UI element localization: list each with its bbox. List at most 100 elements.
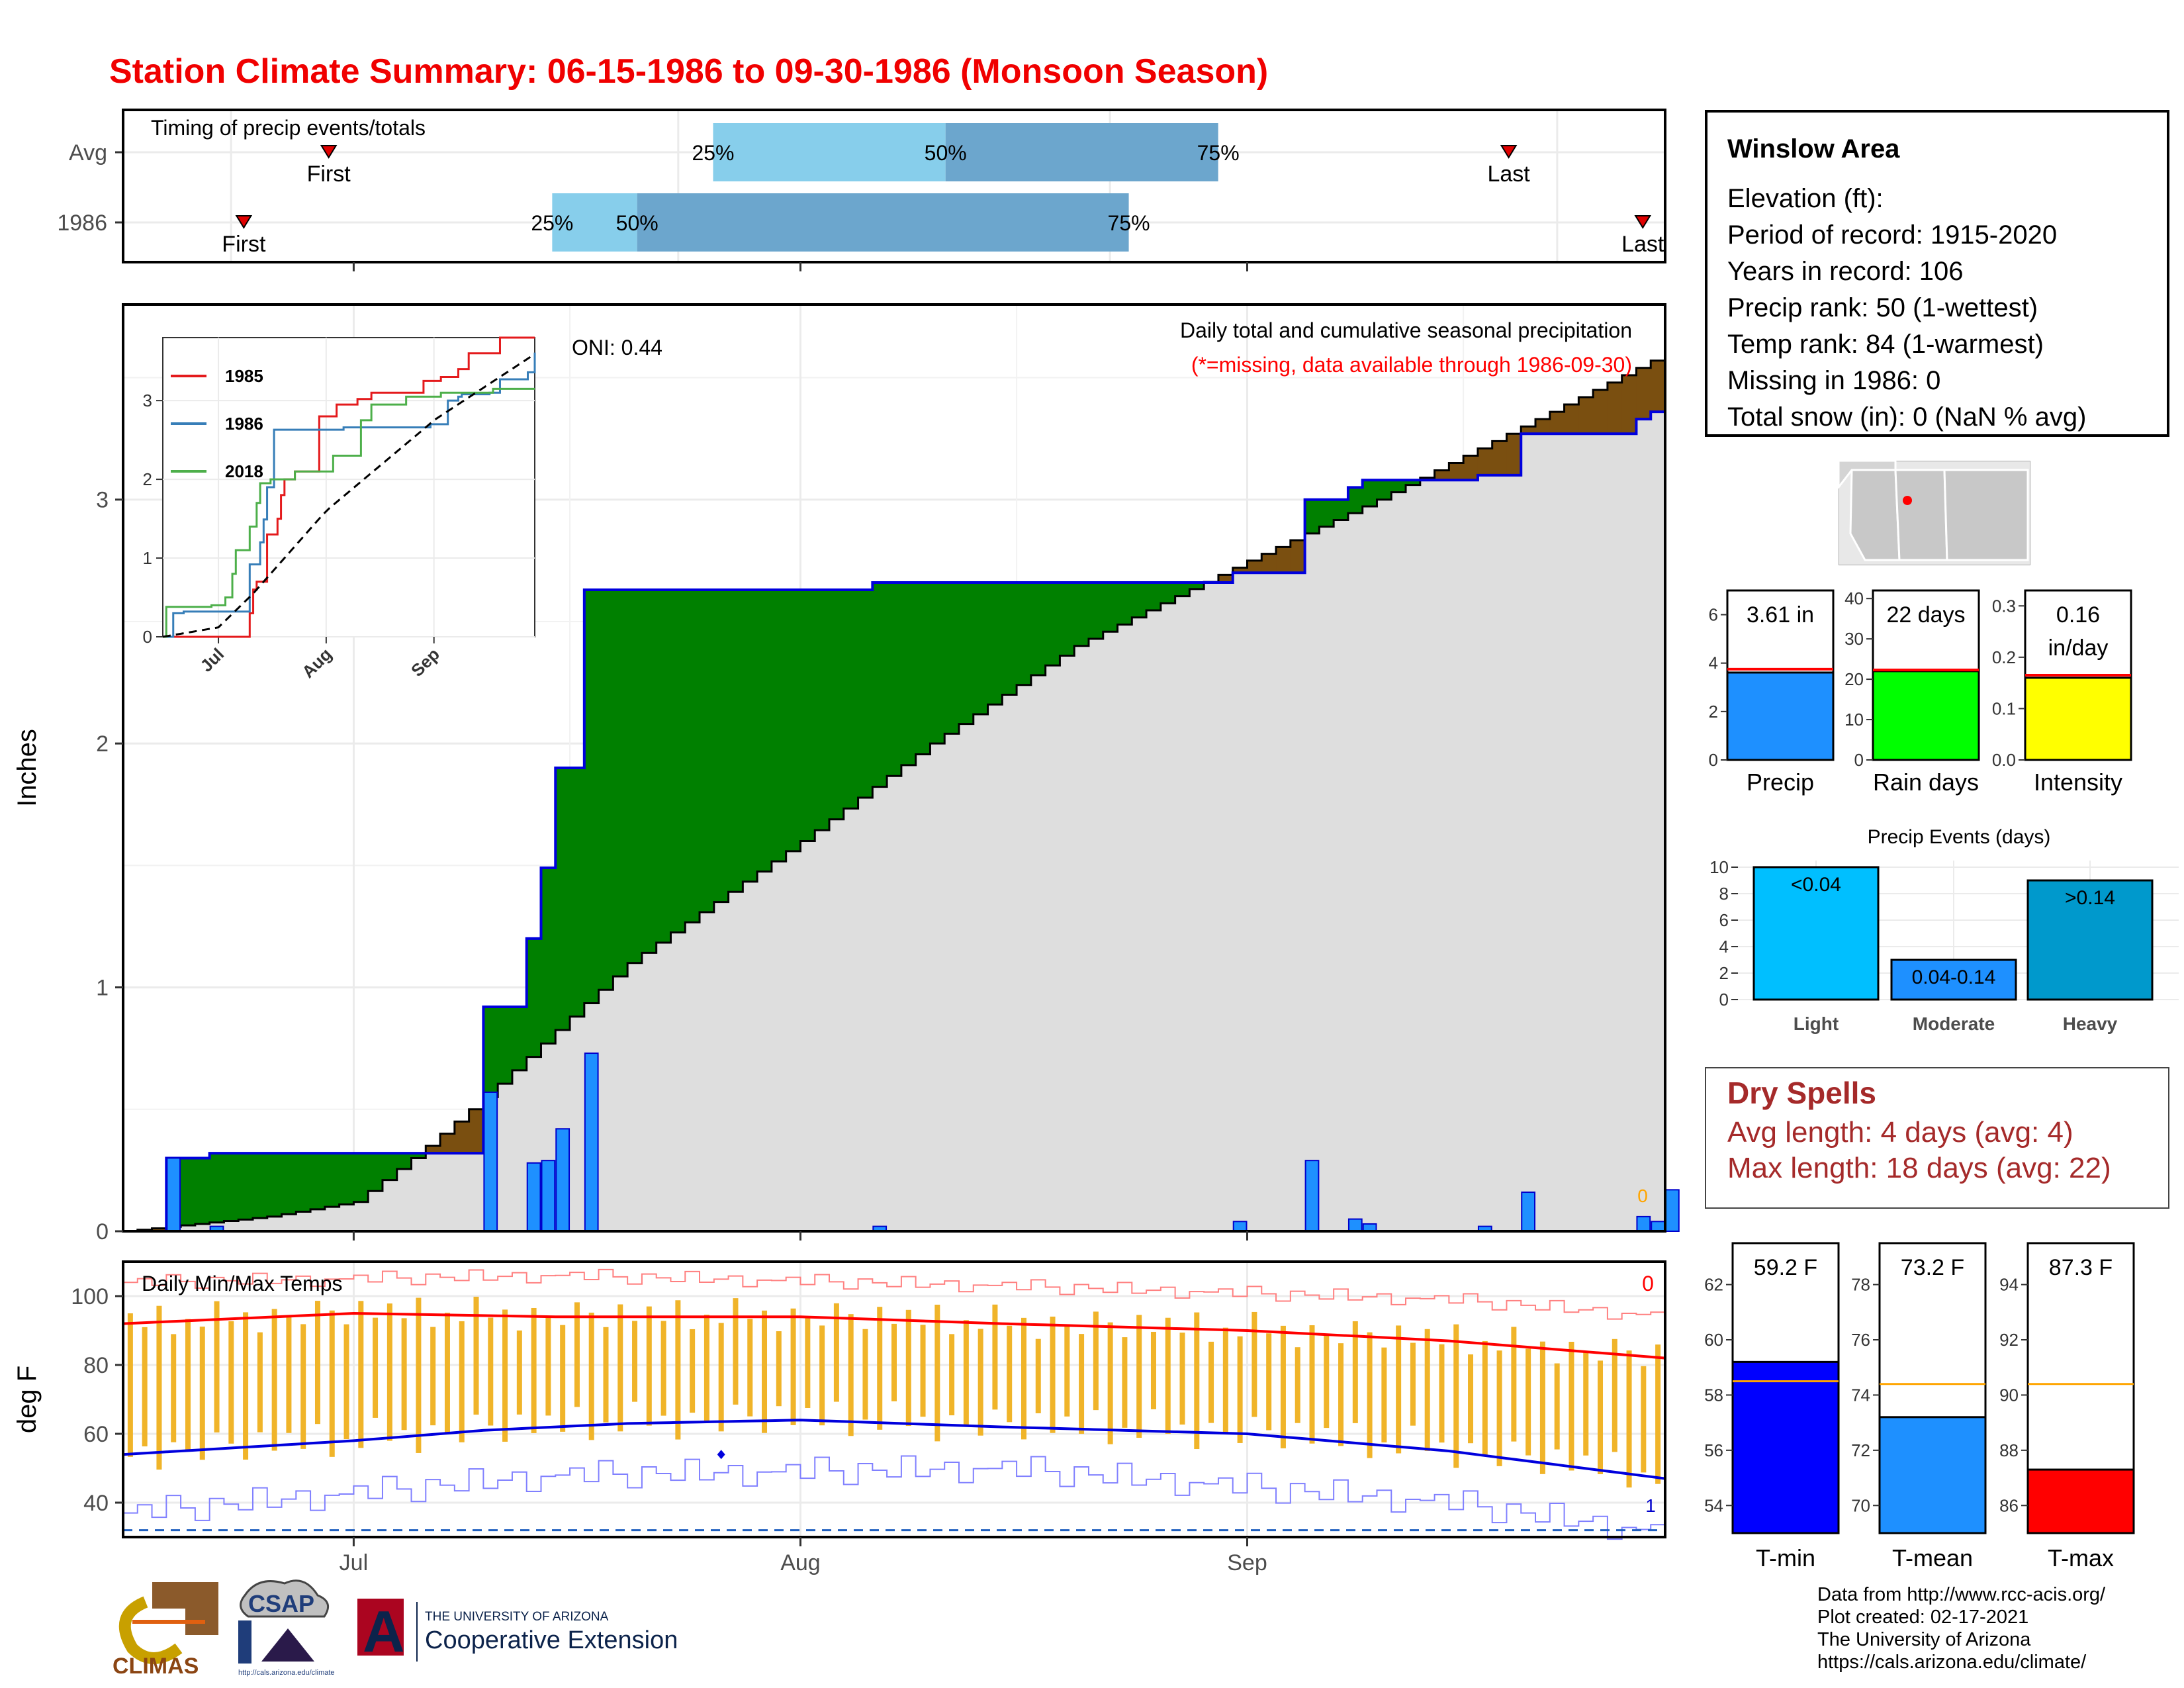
precip-surplus-band — [1017, 583, 1032, 685]
precip-surplus-band — [1132, 583, 1147, 618]
daily-temp-range-bar — [1309, 1325, 1315, 1444]
summary-2-bar — [2024, 677, 2132, 761]
daily-temp-range-bar — [1208, 1341, 1214, 1423]
record-min-count: 1 — [1645, 1495, 1656, 1516]
inset-legend-label: 2018 — [225, 461, 263, 481]
missing-marker: 0 — [1637, 1186, 1648, 1206]
precip-surplus-band — [498, 1007, 513, 1084]
daily-temp-range-bar — [387, 1303, 392, 1441]
precip-deficit-band — [1636, 367, 1651, 420]
summary-1-value-label: 22 days — [1886, 602, 1965, 628]
temp-summary-0-y-tick-label: 62 — [1704, 1275, 1723, 1295]
oni-label: ONI: 0.44 — [572, 336, 662, 359]
events-y-tick-label: 4 — [1719, 937, 1729, 957]
precip-deficit-band — [1593, 389, 1608, 434]
daily-temp-range-bar — [1525, 1348, 1531, 1456]
record-max-line — [123, 1268, 1665, 1320]
daily-temp-range-bar — [199, 1327, 205, 1460]
daily-precip-bar — [1347, 1218, 1363, 1233]
precip-surplus-band — [757, 590, 772, 872]
summary-0-bar — [1726, 671, 1835, 761]
temp-summary-1-name: T-mean — [1892, 1544, 1973, 1571]
map-texas — [1943, 469, 2029, 561]
precip-surplus-band — [728, 590, 743, 892]
timing-box-50-75 — [945, 123, 1218, 181]
precip-surplus-band — [598, 590, 614, 990]
temp-summary-2-y-tick-label: 90 — [1999, 1385, 2019, 1405]
inset-series-2018 — [163, 387, 535, 638]
precip-surplus-band — [829, 590, 844, 820]
main-plot-area: 25% 50% 75% First Last Avg 25% 50% 75% First Last 1… — [13, 109, 1680, 1575]
precip-deficit-band — [426, 1146, 441, 1154]
daily-temp-range-bar — [214, 1301, 220, 1432]
temp-summary-0-name: T-min — [1756, 1544, 1815, 1571]
csap-logo-url: http://cals.arizona.edu/climate — [238, 1669, 335, 1677]
locator-map — [1839, 461, 2030, 565]
precip-deficit-band — [1276, 547, 1291, 573]
climas-logo-land — [152, 1582, 218, 1635]
daily-precip-bar — [1665, 1189, 1680, 1232]
events-y-tick-label: 6 — [1719, 910, 1729, 930]
inset-y-tick-label: 3 — [143, 391, 152, 410]
timing-row-label: Avg — [69, 140, 107, 165]
timing-box-25-50 — [713, 123, 946, 181]
events-y-tick-label: 2 — [1719, 963, 1729, 983]
daily-temp-range-bar — [459, 1321, 465, 1442]
precip-surplus-band — [526, 938, 542, 1057]
precip-panel-frame — [122, 303, 1666, 1233]
record-min-line — [123, 1455, 1665, 1540]
credit-university: The University of Arizona — [1817, 1629, 2031, 1650]
precip-deficit-band — [1218, 575, 1234, 583]
record-max-count: 0 — [1642, 1272, 1654, 1295]
temp-panel-title: Daily Min/Max Temps — [142, 1272, 342, 1295]
temp-summary-0-y-tick-label: 58 — [1704, 1385, 1723, 1405]
precip-surplus-band — [339, 1153, 355, 1205]
precip-surplus-band — [512, 1007, 527, 1070]
precip-deficit-band — [1477, 448, 1493, 475]
daily-temp-range-bar — [920, 1325, 926, 1417]
precip-deficit-band — [1607, 382, 1623, 434]
precip-deficit-band — [440, 1133, 455, 1154]
precip-surplus-band — [1319, 499, 1334, 527]
precip-surplus-band — [1074, 583, 1089, 646]
temp-summary-1-value-label: 73.2 F — [1901, 1255, 1964, 1280]
daily-precip-bar — [555, 1128, 570, 1233]
daily-temp-range-bar — [1165, 1317, 1171, 1434]
timing-last-marker — [1500, 145, 1518, 159]
daily-temp-range-bar — [1598, 1360, 1604, 1475]
daily-temp-range-bar — [891, 1323, 897, 1401]
precip-surplus-band — [195, 1158, 210, 1224]
daily-precip-bar — [1636, 1215, 1651, 1233]
daily-temp-range-bar — [646, 1306, 652, 1426]
precip-surplus-band — [800, 590, 815, 841]
daily-temp-range-bar — [632, 1321, 638, 1402]
daily-temp-range-bar — [790, 1308, 796, 1425]
map-nevada — [1839, 461, 1897, 489]
precip-surplus-band — [1160, 583, 1176, 604]
csap-logo-text: CSAP — [248, 1590, 314, 1617]
daily-temp-range-bar — [1338, 1343, 1344, 1446]
daily-temp-range-bar — [1569, 1341, 1574, 1471]
daily-temp-range-bar — [603, 1327, 609, 1423]
summary-2-y-tick-label: 0.0 — [1992, 750, 2016, 770]
timing-first-label: First — [307, 162, 351, 187]
precip-caption-note: (*=missing, data available through 1986-… — [1191, 353, 1632, 377]
precip-surplus-band — [296, 1153, 311, 1212]
daily-temp-range-bar — [1222, 1327, 1228, 1433]
precip-deficit-band — [1549, 412, 1565, 434]
inset-y-tick-label: 1 — [143, 548, 152, 568]
x-axis-tick-label: Sep — [1227, 1550, 1267, 1575]
precip-surplus-band — [641, 590, 657, 953]
precip-y-axis-label: Inches — [13, 729, 42, 807]
daily-temp-range-bar — [343, 1324, 349, 1440]
daily-temp-range-bar — [473, 1296, 479, 1415]
daily-temp-range-bar — [992, 1304, 998, 1410]
precip-surplus-band — [1146, 583, 1161, 611]
precip-deficit-band — [1247, 560, 1262, 573]
inset-series-1986 — [163, 352, 536, 638]
temp-summary-2-y-tick-label: 88 — [1999, 1440, 2019, 1460]
temp-y-tick-label: 60 — [83, 1422, 109, 1447]
daily-temp-range-bar — [1439, 1344, 1445, 1443]
daily-temp-range-bar — [271, 1309, 277, 1451]
daily-temp-range-bar — [949, 1334, 955, 1416]
